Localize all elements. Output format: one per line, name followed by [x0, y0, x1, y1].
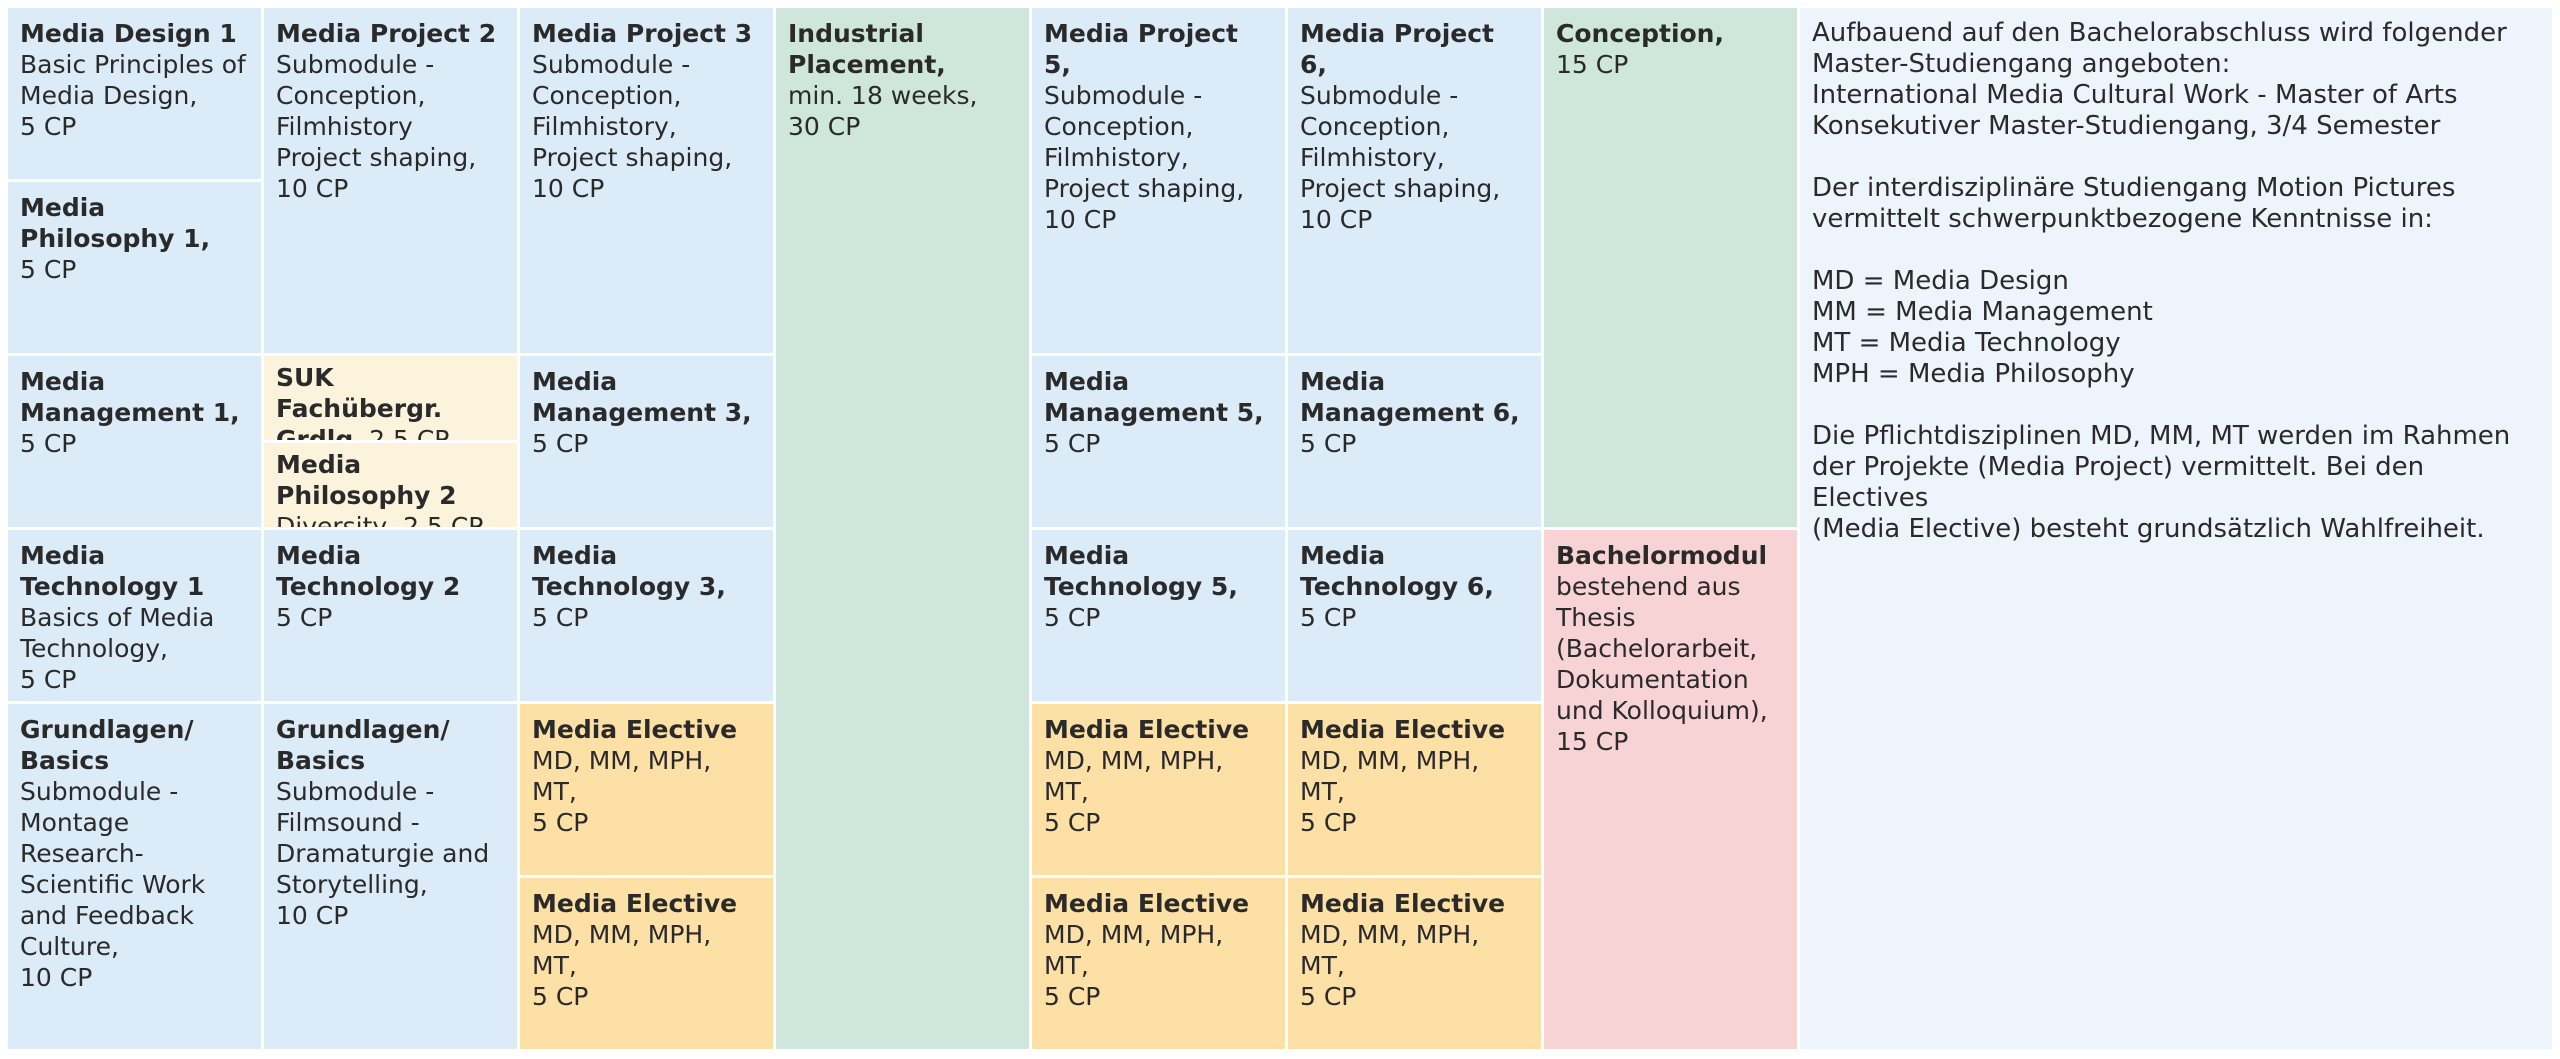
module-title: Media Elective	[1044, 889, 1250, 918]
module-body: 5 CP	[276, 603, 333, 632]
module-title: Media Management 1,	[20, 367, 240, 427]
module-body: MD, MM, MPH, MT, 5 CP	[1300, 920, 1480, 1011]
module-title: Grundlagen/ Basics	[276, 715, 450, 775]
module-title: Media Technology 1	[20, 541, 205, 601]
module-body: Submodule - Filmsound - Dramaturgie and …	[276, 777, 490, 930]
module-cell: Media Elective MD, MM, MPH, MT, 5 CP	[1288, 704, 1541, 875]
module-cell: Media Project 6, Submodule - Conception, …	[1288, 8, 1541, 353]
module-cell: Media Technology 6, 5 CP	[1288, 530, 1541, 701]
module-cell: Media Elective MD, MM, MPH, MT, 5 CP	[1032, 704, 1285, 875]
module-title: Media Philosophy 2	[276, 450, 457, 510]
module-title: Media Elective	[1044, 715, 1250, 744]
module-body: 5 CP	[1300, 603, 1357, 632]
module-body: Submodule - Conception, Filmhistory, Pro…	[532, 50, 733, 203]
module-title: Conception,	[1556, 19, 1724, 48]
module-body: MD, MM, MPH, MT, 5 CP	[1044, 746, 1224, 837]
module-title: Media Project 5,	[1044, 19, 1238, 79]
module-title: Media Project 3	[532, 19, 753, 48]
module-body: 5 CP	[1044, 429, 1101, 458]
module-body: MD, MM, MPH, MT, 5 CP	[1044, 920, 1224, 1011]
module-cell: Media Elective MD, MM, MPH, MT, 5 CP	[520, 704, 773, 875]
module-title: Bachelormodul	[1556, 541, 1768, 570]
module-title: Media Elective	[532, 715, 738, 744]
module-title: Grundlagen/ Basics	[20, 715, 194, 775]
module-title: Media Elective	[1300, 889, 1506, 918]
module-cell: Media Technology 3, 5 CP	[520, 530, 773, 701]
module-body: MD, MM, MPH, MT, 5 CP	[532, 746, 712, 837]
module-title: Media Technology 2	[276, 541, 461, 601]
module-title: Industrial Placement,	[788, 19, 946, 79]
info-paragraph: Die Pflichtdisziplinen MD, MM, MT werden…	[1812, 421, 2511, 544]
module-title: Media Project 6,	[1300, 19, 1494, 79]
module-body: 5 CP	[20, 255, 77, 284]
module-body: Submodule - Conception, Filmhistory, Pro…	[1300, 81, 1501, 234]
module-title: Media Technology 5,	[1044, 541, 1238, 601]
module-body: Basics of Media Technology, 5 CP	[20, 603, 215, 694]
module-body: , 2,5 CP	[353, 425, 450, 440]
module-body: Submodule - Montage Research- Scientific…	[20, 777, 206, 992]
module-body: MD, MM, MPH, MT, 5 CP	[532, 920, 712, 1011]
module-cell: Media Management 6, 5 CP	[1288, 356, 1541, 527]
module-cell: SUK Fachübergr. Grdlg, 2,5 CP	[264, 356, 517, 440]
module-cell: Media Elective MD, MM, MPH, MT, 5 CP	[1032, 878, 1285, 1049]
info-paragraph: MD = Media Design MM = Media Management …	[1812, 266, 2153, 389]
info-paragraph: Aufbauend auf den Bachelorabschluss wird…	[1812, 18, 2507, 141]
module-title: Media Project 2	[276, 19, 497, 48]
module-cell: Media Design 1 Basic Principles of Media …	[8, 8, 261, 179]
module-cell: Grundlagen/ Basics Submodule - Filmsound …	[264, 704, 517, 1049]
module-cell: Media Philosophy 1, 5 CP	[8, 182, 261, 353]
module-body: Submodule - Conception, Filmhistory, Pro…	[1044, 81, 1245, 234]
module-cell: Media Management 5, 5 CP	[1032, 356, 1285, 527]
info-panel: Aufbauend auf den Bachelorabschluss wird…	[1800, 8, 2552, 1049]
module-title: Media Elective	[532, 889, 738, 918]
module-body: 5 CP	[1044, 603, 1101, 632]
module-cell: Media Project 5, Submodule - Conception, …	[1032, 8, 1285, 353]
module-body: Basic Principles of Media Design, 5 CP	[20, 50, 246, 141]
module-title: Media Elective	[1300, 715, 1506, 744]
module-body: min. 18 weeks, 30 CP	[788, 81, 978, 141]
module-body: 5 CP	[20, 429, 77, 458]
module-body: bestehend aus Thesis (Bachelorarbeit, Do…	[1556, 572, 1768, 756]
info-paragraph: Der interdisziplinäre Studiengang Motion…	[1812, 173, 2456, 234]
module-cell: Media Technology 1 Basics of Media Techno…	[8, 530, 261, 701]
module-body: Submodule - Conception, Filmhistory Proj…	[276, 50, 477, 203]
module-cell: Media Project 2 Submodule - Conception, F…	[264, 8, 517, 353]
module-title: Media Technology 3,	[532, 541, 726, 601]
module-title: Media Technology 6,	[1300, 541, 1494, 601]
module-title: Media Design 1	[20, 19, 237, 48]
module-body: 5 CP	[1300, 429, 1357, 458]
module-cell: Media Management 3, 5 CP	[520, 356, 773, 527]
module-title: Media Management 5,	[1044, 367, 1264, 427]
module-body: 5 CP	[532, 429, 589, 458]
module-body: 15 CP	[1556, 50, 1629, 79]
module-body: Diversity, 2,5 CP	[276, 512, 484, 527]
module-cell: Media Technology 5, 5 CP	[1032, 530, 1285, 701]
module-cell: Media Elective MD, MM, MPH, MT, 5 CP	[1288, 878, 1541, 1049]
module-title: SUK Fachübergr. Grdlg	[276, 363, 443, 440]
module-title: Media Management 6,	[1300, 367, 1520, 427]
module-cell: Grundlagen/ Basics Submodule - Montage Re…	[8, 704, 261, 1049]
module-title: Media Philosophy 1,	[20, 193, 211, 253]
module-title: Media Management 3,	[532, 367, 752, 427]
module-cell: Media Elective MD, MM, MPH, MT, 5 CP	[520, 878, 773, 1049]
module-body: MD, MM, MPH, MT, 5 CP	[1300, 746, 1480, 837]
module-cell: Conception, 15 CP	[1544, 8, 1797, 527]
module-cell: Media Philosophy 2 Diversity, 2,5 CP	[264, 443, 517, 527]
module-cell: Industrial Placement, min. 18 weeks, 30 C…	[776, 8, 1029, 1049]
module-cell: Media Project 3 Submodule - Conception, F…	[520, 8, 773, 353]
module-body: 5 CP	[532, 603, 589, 632]
module-cell: Media Management 1, 5 CP	[8, 356, 261, 527]
module-cell: Bachelormodul bestehend aus Thesis (Bache…	[1544, 530, 1797, 1049]
